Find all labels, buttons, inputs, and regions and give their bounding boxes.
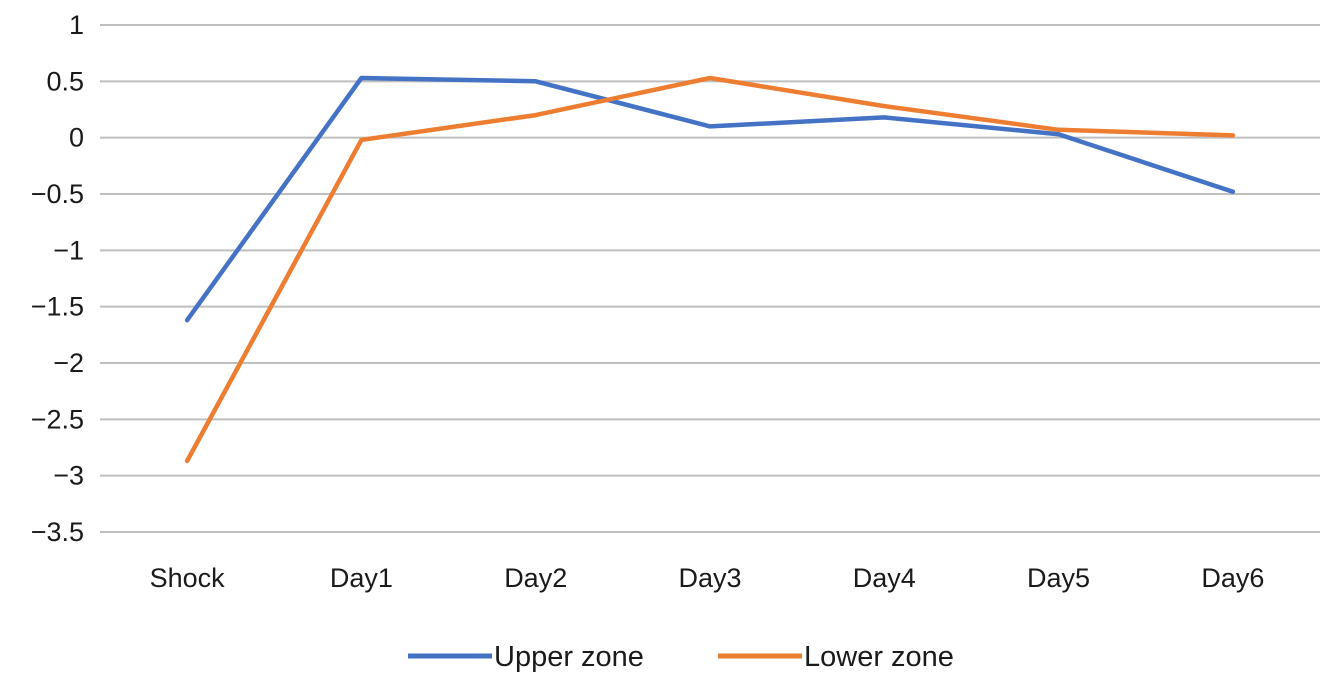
y-tick-label: −2.5: [31, 404, 84, 434]
y-tick-label: −2: [53, 348, 84, 378]
y-tick-label: −1.5: [31, 292, 84, 322]
y-tick-label: 0: [69, 123, 84, 153]
series-lines: [184, 75, 1236, 464]
y-tick-label: −3: [53, 461, 84, 491]
x-tick-label: Day3: [678, 563, 741, 593]
y-tick-label: −3.5: [31, 517, 84, 547]
series-line-1: [184, 75, 1236, 464]
legend-label: Lower zone: [804, 641, 954, 673]
x-tick-label: Day1: [330, 563, 393, 593]
x-tick-label: Shock: [150, 563, 226, 593]
x-tick-label: Day5: [1027, 563, 1090, 593]
x-tick-label: Day6: [1201, 563, 1264, 593]
grid-lines: [100, 24, 1320, 533]
y-tick-label: 0.5: [46, 66, 84, 96]
legend: Upper zone Lower zone: [408, 641, 954, 673]
y-axis-tick-labels: 1 0.5 0 −0.5 −1 −1.5 −2 −2.5 −3 −3.5: [31, 10, 84, 547]
legend-label: Upper zone: [494, 641, 644, 673]
x-axis-tick-labels: Shock Day1 Day2 Day3 Day4 Day5 Day6: [150, 563, 1265, 593]
x-tick-label: Day4: [853, 563, 916, 593]
series-line-0: [184, 75, 1236, 323]
y-tick-label: −1: [53, 235, 84, 265]
y-tick-label: −0.5: [31, 179, 84, 209]
y-tick-label: 1: [69, 10, 84, 40]
x-tick-label: Day2: [504, 563, 567, 593]
